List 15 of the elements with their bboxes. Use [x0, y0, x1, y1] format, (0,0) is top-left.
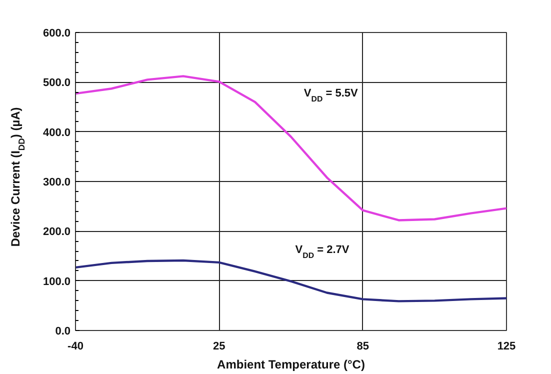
y-tick-label: 300.0	[42, 176, 71, 188]
y-tick-label: 0.0	[55, 326, 71, 338]
x-axis-title: Ambient Temperature (°C)	[217, 358, 365, 372]
y-axis-title: Device Current (IDD) (µA)	[8, 107, 26, 247]
y-tick-label: 400.0	[42, 126, 71, 139]
x-tick-label: 125	[497, 340, 516, 352]
y-tick-label: 200.0	[42, 226, 71, 238]
y-tick-label: 500.0	[42, 77, 71, 90]
y-tick-label: 100.0	[42, 276, 71, 288]
x-tick-label: 25	[213, 340, 226, 352]
x-tick-label: 85	[356, 340, 369, 352]
line-series	[76, 75, 506, 222]
line-series	[76, 259, 506, 302]
y-tick-label: 600.0	[42, 28, 71, 40]
x-tick-label: -40	[68, 340, 84, 352]
